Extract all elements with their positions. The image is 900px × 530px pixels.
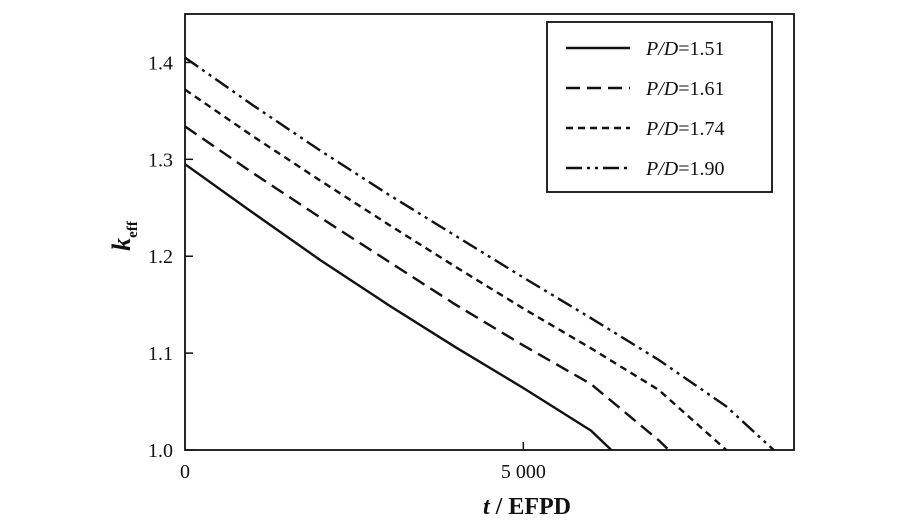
- legend-label-2: P/D=1.61: [645, 78, 725, 100]
- legend-label-var: P/D: [645, 158, 679, 180]
- y-axis-title-var: k: [107, 238, 136, 251]
- legend-label-value: =1.90: [678, 158, 724, 180]
- series-line-3: [184, 88, 728, 451]
- y-axis-title-sub: eff: [125, 220, 141, 238]
- x-tick-label: 5 000: [501, 461, 546, 483]
- legend-label-var: P/D: [645, 78, 679, 100]
- series-line-1: [184, 163, 613, 451]
- legend-label-var: P/D: [645, 38, 679, 60]
- x-axis-title: t / EFPD: [483, 494, 571, 520]
- series-line-4: [184, 56, 775, 451]
- x-axis: 0 5 000: [180, 442, 546, 483]
- legend-box: [546, 21, 773, 193]
- series-line-2: [184, 125, 670, 451]
- y-tick-label: 1.4: [148, 52, 173, 74]
- plot-area: [184, 13, 795, 451]
- x-axis-title-rest: / EFPD: [490, 494, 571, 520]
- y-axis-title: keff: [107, 220, 141, 251]
- y-tick-label: 1.1: [148, 343, 173, 365]
- legend-label-3: P/D=1.74: [645, 118, 725, 140]
- legend-label-1: P/D=1.51: [645, 38, 725, 60]
- legend-label-4: P/D=1.90: [645, 158, 725, 180]
- x-axis-title-var: t: [483, 494, 491, 520]
- legend-label-var: P/D: [645, 118, 679, 140]
- x-tick-label: 0: [180, 461, 190, 483]
- legend: P/D=1.51P/D=1.61P/D=1.74P/D=1.90: [546, 21, 773, 193]
- legend-label-value: =1.51: [678, 38, 724, 60]
- y-axis: 1.0 1.1 1.2 1.3 1.4: [148, 52, 193, 462]
- legend-label-value: =1.61: [678, 78, 724, 100]
- y-tick-label: 1.0: [148, 440, 173, 462]
- y-tick-label: 1.3: [148, 149, 173, 171]
- y-tick-label: 1.2: [148, 246, 173, 268]
- svg-text:keff: keff: [107, 220, 141, 251]
- legend-label-value: =1.74: [678, 118, 724, 140]
- series-lines: [184, 56, 775, 451]
